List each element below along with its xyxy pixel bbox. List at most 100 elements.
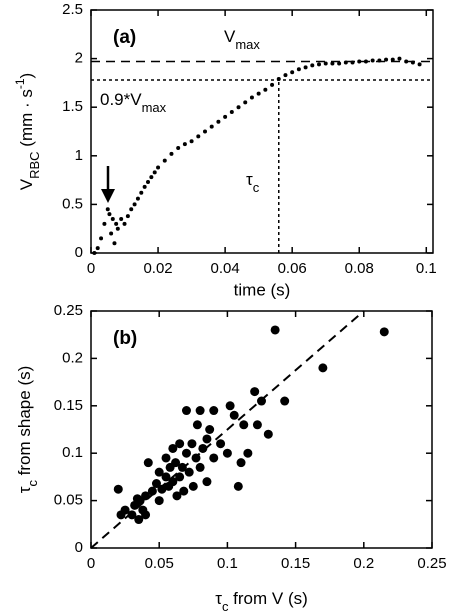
x-tick-label: 0.1 (416, 260, 437, 277)
point (134, 515, 144, 525)
y-axis-label: τc from shape (s) (15, 366, 39, 494)
point (141, 491, 151, 501)
v90-label: 0.9*Vmax (100, 90, 167, 114)
tau-label: τc (246, 170, 260, 194)
point (222, 448, 232, 458)
y-axis-label-part: τ (15, 486, 34, 493)
x-axis-label: time (s) (234, 280, 291, 299)
point (168, 443, 178, 453)
panel-label: (a) (113, 27, 136, 48)
arrow-head (101, 189, 115, 203)
point (296, 67, 301, 72)
point (303, 65, 308, 70)
point (157, 484, 167, 494)
point (257, 396, 266, 406)
point (181, 448, 191, 458)
point (283, 73, 288, 78)
point (317, 62, 321, 67)
point (120, 505, 130, 515)
point (202, 477, 212, 487)
y-tick-label: 0.1 (62, 444, 83, 461)
y-tick-label: 0.2 (62, 349, 83, 366)
point (263, 429, 273, 439)
v90-label-part: max (142, 100, 167, 115)
y-tick-label: 0.25 (54, 302, 83, 319)
y-tick-label: 0 (75, 539, 83, 556)
point (149, 175, 154, 180)
point (188, 481, 198, 491)
y-axis-label-part: -1 (13, 78, 27, 89)
point (154, 496, 164, 506)
point (390, 57, 395, 62)
point (181, 406, 191, 416)
y-axis-label-part: ) (17, 73, 36, 79)
point (249, 95, 254, 100)
point (182, 142, 187, 147)
tau-label-part: c (253, 180, 260, 195)
point (318, 363, 328, 373)
y-axis-label-part: (mm · s (17, 89, 36, 151)
point (252, 420, 262, 430)
point (177, 462, 187, 472)
point (176, 146, 181, 151)
x-tick-label: 0.2 (353, 555, 374, 572)
point (195, 462, 205, 472)
point (310, 63, 315, 68)
point (196, 134, 201, 139)
point (379, 327, 389, 337)
point (209, 453, 219, 463)
x-axis-label-part: c (222, 599, 229, 613)
point (191, 453, 201, 463)
y-axis-label-part: c (25, 480, 40, 487)
x-tick-label: 0.08 (345, 260, 374, 277)
v90-label-part: 0.9*V (100, 90, 142, 109)
point (107, 212, 112, 217)
x-axis-label-part: from V (s) (228, 589, 307, 608)
y-axis-label: VRBC (mm · s-1) (13, 73, 42, 190)
point (151, 479, 161, 489)
point (377, 58, 382, 63)
point (92, 251, 97, 255)
point (263, 87, 268, 92)
point (229, 110, 234, 115)
point (216, 119, 221, 124)
point (156, 165, 161, 170)
point (132, 202, 137, 207)
point (142, 184, 147, 189)
point (370, 58, 375, 63)
point (323, 61, 328, 66)
point (198, 443, 208, 453)
point (209, 124, 214, 129)
point (169, 151, 174, 156)
plot-frame (90, 310, 433, 549)
point (127, 510, 137, 520)
y-tick-label: 2.5 (62, 1, 83, 18)
point (122, 221, 127, 226)
point (357, 59, 362, 64)
point (256, 91, 261, 96)
point (243, 448, 253, 458)
point (162, 158, 167, 163)
point (236, 105, 241, 110)
y-axis-label-part: V (17, 178, 36, 190)
tau-label-part: τ (246, 170, 253, 189)
point (243, 100, 248, 105)
point (161, 453, 171, 463)
point (152, 170, 157, 175)
point (95, 246, 100, 251)
point (129, 207, 134, 212)
point (280, 396, 290, 406)
point (175, 439, 185, 449)
point (109, 231, 114, 236)
x-axis-label-part: τ (215, 589, 222, 608)
point (223, 114, 228, 119)
point (99, 236, 104, 241)
point (102, 221, 107, 226)
point (171, 458, 181, 468)
point (154, 467, 164, 477)
point (202, 434, 212, 444)
point (195, 406, 205, 416)
point (205, 425, 215, 434)
point (172, 491, 182, 501)
